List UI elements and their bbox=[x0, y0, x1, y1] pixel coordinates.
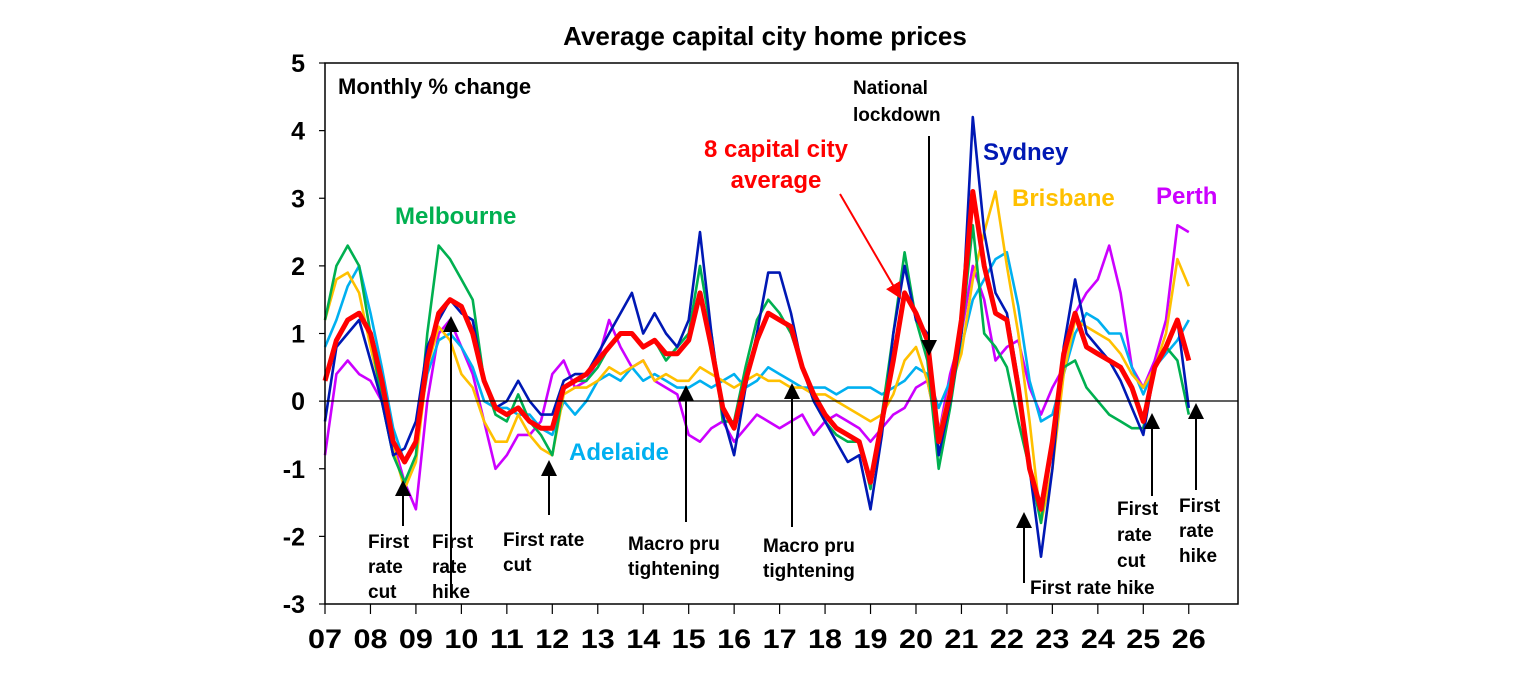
annotation-macro-2017-line1: Macro pru bbox=[763, 536, 855, 557]
annotation-macro-2014-line2: tightening bbox=[628, 559, 720, 580]
annotation-cut-2008-line2: rate bbox=[368, 557, 403, 578]
label-adelaide: Adelaide bbox=[569, 439, 669, 466]
annotation-lockdown-line2: lockdown bbox=[853, 105, 941, 126]
x-tick-label: 15 bbox=[672, 624, 706, 654]
x-tick-label: 18 bbox=[808, 624, 842, 654]
y-tick-label: -2 bbox=[283, 523, 305, 551]
y-tick-label: -3 bbox=[283, 591, 305, 619]
x-axis: 07 08 09 10 11 12 13 14 15 16 17 18 19 20 21 22 23 24 25 26 bbox=[308, 604, 1206, 654]
x-tick-label: 13 bbox=[581, 624, 615, 654]
x-tick-label: 09 bbox=[399, 624, 433, 654]
y-tick-label: 3 bbox=[291, 185, 305, 213]
series-line-perth bbox=[323, 224, 1190, 511]
annotation-cut-2025-line1: First bbox=[1117, 499, 1159, 520]
series-line-brisbane bbox=[323, 190, 1190, 525]
annotation-hike-2025-line2: rate bbox=[1179, 521, 1214, 542]
x-tick-label: 19 bbox=[854, 624, 888, 654]
annotation-lockdown-line1: National bbox=[853, 78, 928, 99]
y-tick-label: 1 bbox=[291, 321, 305, 349]
x-tick-label: 26 bbox=[1172, 624, 1206, 654]
annotation-cut-2025-line2: rate bbox=[1117, 525, 1152, 546]
annotation-hike-2025-line1: First bbox=[1179, 496, 1221, 517]
x-tick-label: 11 bbox=[490, 624, 524, 654]
annotation-macro-2017-line2: tightening bbox=[763, 561, 855, 582]
x-tick-label: 23 bbox=[1035, 624, 1069, 654]
y-tick-label: -1 bbox=[283, 456, 305, 484]
x-tick-label: 20 bbox=[899, 624, 933, 654]
label-perth: Perth bbox=[1156, 183, 1217, 210]
series-lines bbox=[322, 115, 1192, 559]
annotation-cut-2011-line2: cut bbox=[503, 555, 532, 576]
annotation-cut-2008-line1: First bbox=[368, 532, 410, 553]
annotation-hike-2025-line3: hike bbox=[1179, 546, 1217, 567]
y-axis: 5 4 3 2 1 0 -1 -2 -3 bbox=[283, 50, 325, 619]
annotation-cut-2008-line3: cut bbox=[368, 582, 397, 603]
y-axis-label: Monthly % change bbox=[338, 74, 531, 99]
label-average-line2: average bbox=[731, 167, 822, 194]
series-line-8-capital-city-average bbox=[322, 189, 1192, 512]
x-tick-label: 08 bbox=[353, 624, 387, 654]
x-tick-label: 25 bbox=[1126, 624, 1160, 654]
x-tick-label: 21 bbox=[944, 624, 978, 654]
label-sydney: Sydney bbox=[983, 139, 1069, 166]
x-tick-label: 12 bbox=[535, 624, 569, 654]
annotation-cut-2011-line1: First rate bbox=[503, 530, 584, 551]
annotation-cut-2025-line3: cut bbox=[1117, 551, 1146, 572]
arrow-average bbox=[839, 193, 902, 299]
y-tick-label: 5 bbox=[291, 50, 305, 78]
x-tick-label: 17 bbox=[763, 624, 797, 654]
series-line-sydney bbox=[323, 115, 1191, 559]
label-brisbane: Brisbane bbox=[1012, 185, 1115, 212]
y-tick-label: 4 bbox=[291, 118, 305, 146]
x-tick-label: 24 bbox=[1081, 624, 1115, 654]
x-tick-label: 10 bbox=[444, 624, 478, 654]
annotation-arrows bbox=[395, 136, 1204, 597]
label-melbourne: Melbourne bbox=[395, 203, 516, 230]
y-tick-label: 0 bbox=[291, 388, 305, 416]
annotation-macro-2014-line1: Macro pru bbox=[628, 534, 720, 555]
y-tick-label: 2 bbox=[291, 253, 305, 281]
label-average-line1: 8 capital city bbox=[704, 136, 849, 163]
annotation-hike-2009-line2: rate bbox=[432, 557, 467, 578]
annotation-hike-2022: First rate hike bbox=[1030, 578, 1155, 599]
x-tick-label: 22 bbox=[990, 624, 1024, 654]
x-tick-label: 16 bbox=[717, 624, 751, 654]
chart-title: Average capital city home prices bbox=[563, 21, 967, 51]
series-line-adelaide bbox=[323, 251, 1190, 464]
annotation-hike-2009-line1: First bbox=[432, 532, 474, 553]
x-tick-label: 14 bbox=[626, 624, 660, 654]
x-tick-label: 07 bbox=[308, 624, 342, 654]
